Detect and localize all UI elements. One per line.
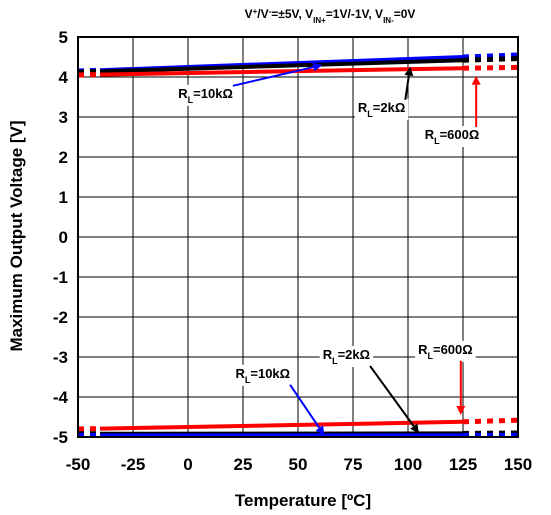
annotation-bg	[319, 346, 374, 367]
annotation-arrow	[404, 75, 410, 100]
plot-frame	[77, 36, 519, 438]
y-tick-label: -4	[53, 388, 69, 407]
series-extrapolation-right	[462, 417, 519, 425]
annotation-bg	[232, 364, 294, 386]
annotation-arrow	[289, 384, 321, 429]
y-axis-label: Maximum Output Voltage [V]	[7, 120, 26, 351]
x-axis-label: Temperature [ºC]	[235, 491, 371, 510]
annotation-label: RL=10kΩ	[235, 366, 290, 385]
annotation-arrowhead	[315, 425, 325, 436]
annotation-lo-2k: RL=2kΩ	[319, 346, 419, 434]
annotation-bg	[415, 340, 476, 362]
subtitle-part: /V	[257, 7, 268, 21]
y-tick-label: 4	[59, 68, 69, 87]
annotation-arrow	[369, 365, 415, 427]
annotation-bg	[354, 98, 409, 120]
annotation-hi-10k: RL=10kΩ	[175, 62, 323, 106]
y-tick-label: -3	[53, 348, 68, 367]
subtitle-part: =±5V, V	[271, 7, 313, 21]
x-tick-label: 0	[183, 455, 192, 474]
annotation-hi-600: RL=600Ω	[421, 75, 483, 147]
subtitle-part: IN+	[313, 16, 326, 25]
annotations-group: RL=10kΩ RL=2kΩ RL=600Ω RL=10kΩ RL=2kΩ RL=600Ω	[175, 62, 483, 436]
annotation-arrowhead	[471, 75, 481, 85]
series-line	[99, 66, 464, 77]
annotation-bg	[175, 84, 236, 106]
x-tick-label: 100	[394, 455, 422, 474]
x-tick-label: 25	[234, 455, 253, 474]
annotation-arrowhead	[410, 423, 419, 434]
x-tick-label: -25	[121, 455, 146, 474]
y-tick-label: 1	[59, 188, 68, 207]
subtitle-part: -	[269, 7, 272, 16]
annotation-label: RL=2kΩ	[358, 100, 405, 119]
series-extrapolation-right	[462, 52, 519, 60]
series-line	[99, 419, 464, 431]
series-extrapolation-right	[462, 64, 519, 71]
subtitle-part: =1V/-1V, V	[326, 7, 383, 21]
subtitle-part: V	[245, 7, 253, 21]
annotation-arrowhead	[404, 66, 414, 77]
annotation-lo-600: RL=600Ω	[415, 340, 476, 415]
subtitle-part: IN-	[383, 16, 394, 25]
y-tick-label: -1	[53, 268, 68, 287]
annotation-label: RL=2kΩ	[323, 347, 370, 366]
y-tick-label: 2	[59, 148, 68, 167]
y-tick-label: -5	[53, 428, 68, 447]
annotation-arrowhead	[456, 406, 466, 415]
annotation-arrowhead	[312, 62, 323, 72]
annotation-label: RL=600Ω	[418, 342, 473, 361]
series-group	[77, 52, 519, 438]
annotation-bg	[421, 126, 483, 147]
y-tick-label: 5	[59, 28, 68, 47]
subtitle-part: =0V	[394, 7, 416, 21]
annotation-arrow	[232, 66, 314, 87]
subtitle-part: +	[253, 7, 258, 16]
annotation-lo-10k: RL=10kΩ	[232, 364, 325, 436]
x-tick-label: 150	[504, 455, 532, 474]
x-tick-label: -50	[66, 455, 91, 474]
y-tick-label: -2	[53, 308, 68, 327]
x-tick-label: 50	[289, 455, 308, 474]
chart-subtitle: V+/V-=±5V, VIN+=1V/-1V, VIN-=0V	[245, 7, 416, 25]
annotation-hi-2k: RL=2kΩ	[354, 66, 414, 120]
annotation-label: RL=10kΩ	[178, 86, 233, 105]
y-tick-label: 0	[59, 228, 68, 247]
x-tick-label: 75	[344, 455, 363, 474]
y-tick-labels: 5 4 3 2 1 0 -1 -2 -3 -4 -5	[53, 28, 69, 447]
series-extrapolation-left	[77, 68, 101, 75]
series-line	[99, 58, 464, 74]
series-extrapolation-right	[462, 56, 519, 63]
x-tick-labels: -50 -25 0 25 50 75 100 125 150	[66, 455, 532, 474]
y-tick-label: 3	[59, 108, 68, 127]
grid	[77, 36, 519, 438]
annotation-label: RL=600Ω	[425, 127, 480, 146]
x-tick-label: 125	[449, 455, 477, 474]
